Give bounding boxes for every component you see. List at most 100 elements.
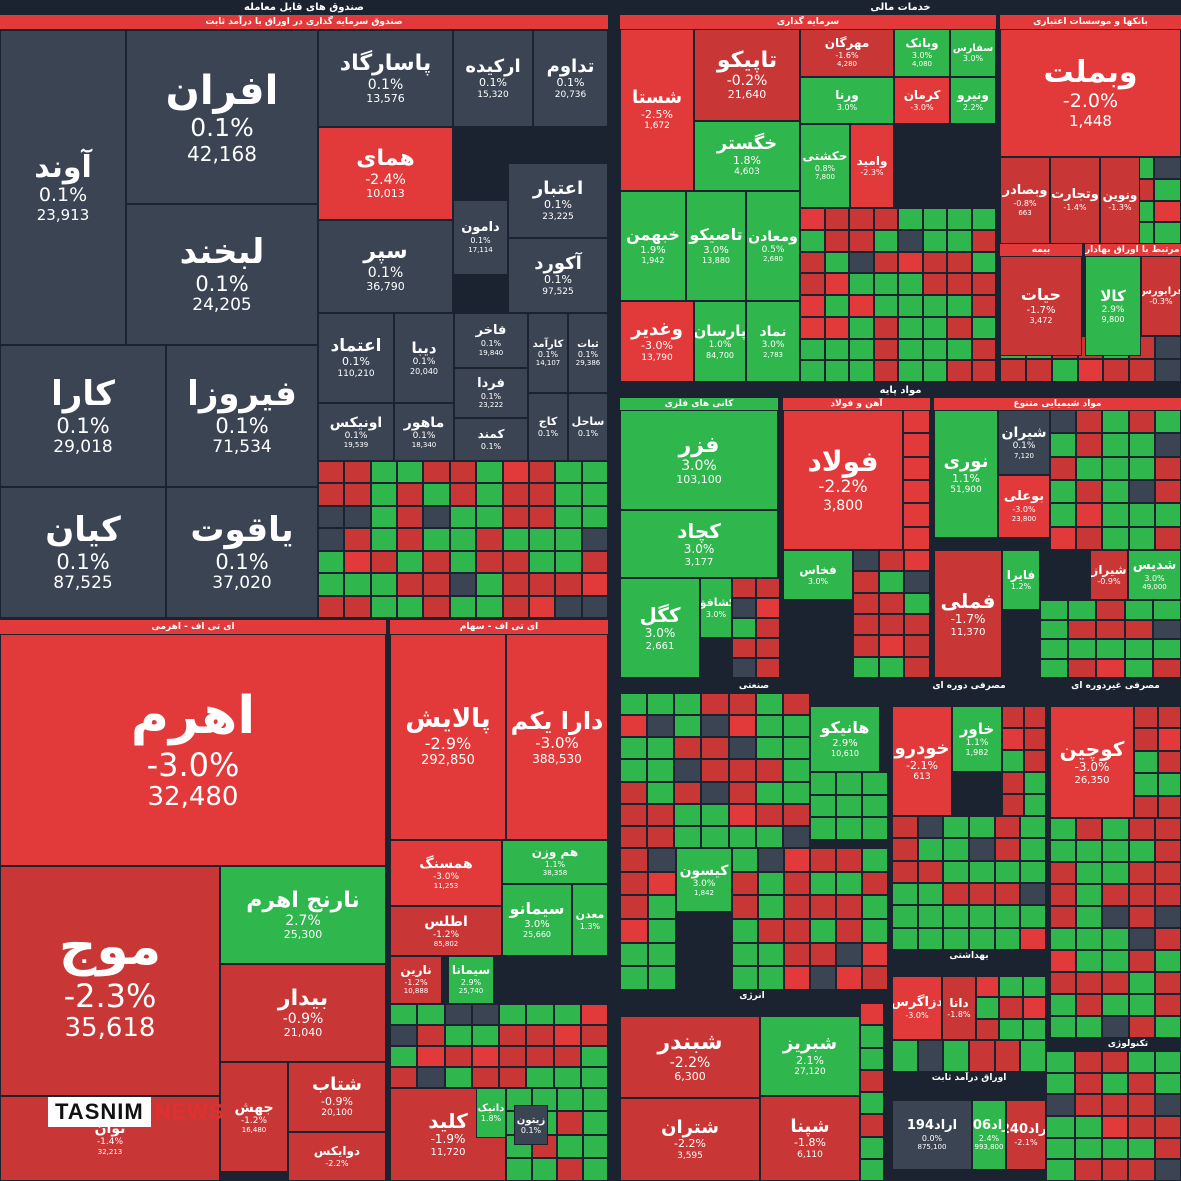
stock-tile-arad206[interactable]: اراد2062.4%993,800 <box>972 1100 1006 1170</box>
stock-tile-arad194[interactable]: اراد194 0.0% 875,100 <box>892 1100 972 1170</box>
stock-tile-faira[interactable]: فایرا 1.2% <box>1002 550 1040 610</box>
stock-tile-khegostar[interactable]: خگستر 1.8% 4,603 <box>694 121 800 191</box>
stock-tile-hamsang[interactable]: همسنگ -3.0% 11,253 <box>390 840 502 906</box>
stock-tile-khibahman[interactable]: خبهمن 1.9% 1,942 <box>620 191 686 301</box>
stock-tile-mehran[interactable]: مهرگان -1.6% 4,280 <box>800 29 894 77</box>
stock-tile-vabank[interactable]: وبانک 3.0% 4,080 <box>894 29 950 77</box>
stock-tile-dana[interactable]: داتا -1.8% <box>942 976 976 1040</box>
stock-tile-bidar[interactable]: بیدار -0.9% 21,040 <box>220 964 386 1062</box>
stock-tile-kashaf[interactable]: کشافق3.0% <box>700 578 732 638</box>
stock-tile-javan[interactable]: جهش -1.2% 16,480 <box>220 1062 288 1172</box>
stock-tile-karamad[interactable]: کارآمد 0.1% 14,107 <box>528 313 568 393</box>
stock-tile-firooza[interactable]: فیروزا 0.1% 71,534 <box>166 345 318 487</box>
stock-tile-shebandar[interactable]: شبندر -2.2% 6,300 <box>620 1016 760 1098</box>
stock-tile-narin[interactable]: نارین -1.2% 10,888 <box>390 956 442 1004</box>
stock-tile-kesoon[interactable]: کیسون 3.0% 1,842 <box>676 848 732 912</box>
stock-tile-madan[interactable]: معدن 1.3% <box>572 884 608 956</box>
stock-tile-fakhas[interactable]: فخاس 3.0% <box>783 550 853 600</box>
stock-tile-fameli[interactable]: فملی -1.7% 11,370 <box>934 550 1002 678</box>
stock-tile-etemad[interactable]: اعتماد 0.1% 110,210 <box>318 313 394 403</box>
stock-tile-homay[interactable]: همای -2.4% 10,013 <box>318 127 453 220</box>
stock-tile-simana[interactable]: سیمانا 2.9% 25,740 <box>448 956 494 1004</box>
stock-tile-kegol[interactable]: کگل 3.0% 2,661 <box>620 578 700 678</box>
stock-tile-yaghoot[interactable]: یاقوت 0.1% 37,020 <box>166 487 318 618</box>
small-stock-cell <box>922 229 947 252</box>
stock-change-percent: 1.1% <box>544 860 566 870</box>
stock-tile-arkide[interactable]: ارکیده 0.1% 15,320 <box>453 30 533 127</box>
stock-tile-khodro[interactable]: خودرو -2.1% 613 <box>892 706 952 816</box>
stock-tile-vabsader[interactable]: وبصادر -0.8% 663 <box>1000 157 1050 244</box>
stock-tile-mowj[interactable]: موج -2.3% 35,618 <box>0 866 220 1096</box>
stock-tile-farda[interactable]: فردا 0.1% 23,222 <box>454 368 528 418</box>
small-stock-cell <box>1046 1094 1075 1116</box>
stock-tile-kochin[interactable]: کوچین -3.0% 26,350 <box>1050 706 1134 818</box>
stock-tile-shetab[interactable]: شتاب -0.9% 20,100 <box>288 1062 386 1132</box>
stock-tile-vanir[interactable]: ونیرو 2.2% <box>950 77 996 124</box>
stock-tile-arad240[interactable]: اراد240-2.1% <box>1006 1100 1046 1170</box>
stock-tile-onix[interactable]: اونیکس 0.1% 19,539 <box>318 403 394 461</box>
stock-tile-pasargad[interactable]: پاسارگاد 0.1% 13,576 <box>318 30 453 127</box>
stock-tile-dara[interactable]: دارا یکم -3.0% 388,530 <box>506 634 608 840</box>
stock-tile-tapikoo[interactable]: تاصیکو 3.0% 13,880 <box>686 191 746 301</box>
stock-tile-shetaa[interactable]: شستا -2.5% 1,672 <box>620 29 694 191</box>
stock-tile-palayesh[interactable]: پالایش -2.9% 292,850 <box>390 634 506 840</box>
stock-tile-separ[interactable]: سپر 0.1% 36,790 <box>318 220 453 313</box>
stock-tile-kara[interactable]: کارا 0.1% 29,018 <box>0 345 166 487</box>
stock-tile-varena[interactable]: ورنا 3.0% <box>800 77 894 124</box>
stock-tile-sahel[interactable]: ساحل 0.1% <box>568 393 608 461</box>
stock-tile-damoon[interactable]: دامون 0.1% 17,114 <box>453 200 508 275</box>
stock-tile-vtejarat[interactable]: وتجارت -1.4% <box>1050 157 1100 244</box>
stock-tile-zitoon[interactable]: زیتون 0.1% <box>514 1105 548 1145</box>
stock-tile-kian[interactable]: کیان 0.1% 87,525 <box>0 487 166 618</box>
stock-tile-dzagros[interactable]: دزاگرس -3.0% <box>892 976 942 1040</box>
stock-tile-vnovin[interactable]: ونوین -1.3% <box>1100 157 1140 244</box>
stock-tile-vaghadir[interactable]: وغدیر -3.0% 13,790 <box>620 301 694 382</box>
stock-tile-kala[interactable]: کالا 2.9% 9,800 <box>1085 256 1141 356</box>
stock-tile-hayat[interactable]: حیات -1.7% 3,472 <box>1000 256 1082 356</box>
stock-tile-maher[interactable]: ماهور 0.1% 18,340 <box>394 403 454 461</box>
stock-tile-tapico[interactable]: تاپیکو -0.2% 21,640 <box>694 29 800 121</box>
stock-tile-afran[interactable]: افران 0.1% 42,168 <box>126 30 318 204</box>
stock-tile-fooolad[interactable]: فولاد -2.2% 3,800 <box>783 410 903 550</box>
stock-tile-kerman[interactable]: کرمان -3.0% <box>894 77 950 124</box>
stock-tile-shetran[interactable]: شتران -2.2% 3,595 <box>620 1098 760 1181</box>
stock-tile-simano[interactable]: سیمانو 3.0% 25,660 <box>502 884 572 956</box>
stock-tile-shebriz[interactable]: شبریز 2.1% 27,120 <box>760 1016 860 1096</box>
stock-tile-parsan[interactable]: پارسان 1.0% 84,700 <box>694 301 746 382</box>
stock-tile-shiran[interactable]: شیران 0.1% 7,120 <box>998 410 1050 475</box>
stock-tile-fazar[interactable]: فزر 3.0% 103,100 <box>620 410 778 510</box>
stock-tile-hamvazn[interactable]: هم وزن 1.1% 38,358 <box>502 840 608 884</box>
stock-tile-shadis[interactable]: شدیس 3.0% 49,000 <box>1128 550 1181 600</box>
stock-tile-namad[interactable]: نماد 3.0% 2,783 <box>746 301 800 382</box>
stock-tile-etebar[interactable]: اعتبار 0.1% 23,225 <box>508 163 608 238</box>
stock-tile-fakher[interactable]: فاخر 0.1% 19,840 <box>454 313 528 368</box>
stock-tile-booali[interactable]: بوعلی -3.0% 23,800 <box>998 475 1050 538</box>
stock-tile-narenj[interactable]: نارنج اهرم 2.7% 25,300 <box>220 866 386 964</box>
stock-tile-tadavom[interactable]: تداوم 0.1% 20,736 <box>533 30 608 127</box>
stock-tile-hekeshti[interactable]: حکشتی 0.8% 7,800 <box>800 124 850 208</box>
stock-tile-doviks[interactable]: دوایکس -2.2% <box>288 1132 386 1181</box>
stock-tile-labkhand[interactable]: لبخند 0.1% 24,205 <box>126 204 318 345</box>
small-stock-cell <box>732 848 758 872</box>
stock-tile-danik[interactable]: دانیک 1.8% <box>476 1088 506 1138</box>
stock-tile-atlas[interactable]: اطلس -1.2% 85,802 <box>390 906 502 956</box>
stock-tile-kaj[interactable]: کاج 0.1% <box>528 393 568 461</box>
stock-tile-avand[interactable]: آوند 0.1% 23,913 <box>0 30 126 345</box>
stock-tile-maadan[interactable]: ومعادن 0.5% 2,680 <box>746 191 800 301</box>
stock-tile-oherm[interactable]: اهرم -3.0% 32,480 <box>0 634 386 866</box>
small-stock-cell <box>370 573 398 596</box>
stock-tile-khavar[interactable]: خاور 1.1% 1,982 <box>952 706 1002 772</box>
stock-tile-kechad[interactable]: کچاد 3.0% 3,177 <box>620 510 778 578</box>
stock-tile-kamand[interactable]: کمند 0.1% <box>454 418 528 461</box>
stock-tile-akord[interactable]: آکورد 0.1% 97,525 <box>508 238 608 313</box>
stock-tile-sefaresan[interactable]: سفارس 3.0% <box>950 29 996 77</box>
stock-tile-haniko[interactable]: هانیکو 2.9% 10,610 <box>810 706 880 772</box>
stock-tile-farabors[interactable]: فرابورس-0.3% <box>1141 256 1181 336</box>
stock-tile-shepna[interactable]: شپنا -1.8% 6,110 <box>760 1096 860 1181</box>
stock-tile-diba[interactable]: دیبا 0.1% 20,040 <box>394 313 454 403</box>
stock-tile-sabat[interactable]: ثبات 0.1% 29,386 <box>568 313 608 393</box>
stock-tile-noori[interactable]: نوری 1.1% 51,900 <box>934 410 998 538</box>
stock-tile-shiraz[interactable]: شیراز -0.9% <box>1090 550 1128 600</box>
stock-tile-vomid[interactable]: وامید -2.3% <box>850 124 894 208</box>
stock-tile-vabmellat[interactable]: وبملت -2.0% 1,448 <box>1000 29 1181 157</box>
